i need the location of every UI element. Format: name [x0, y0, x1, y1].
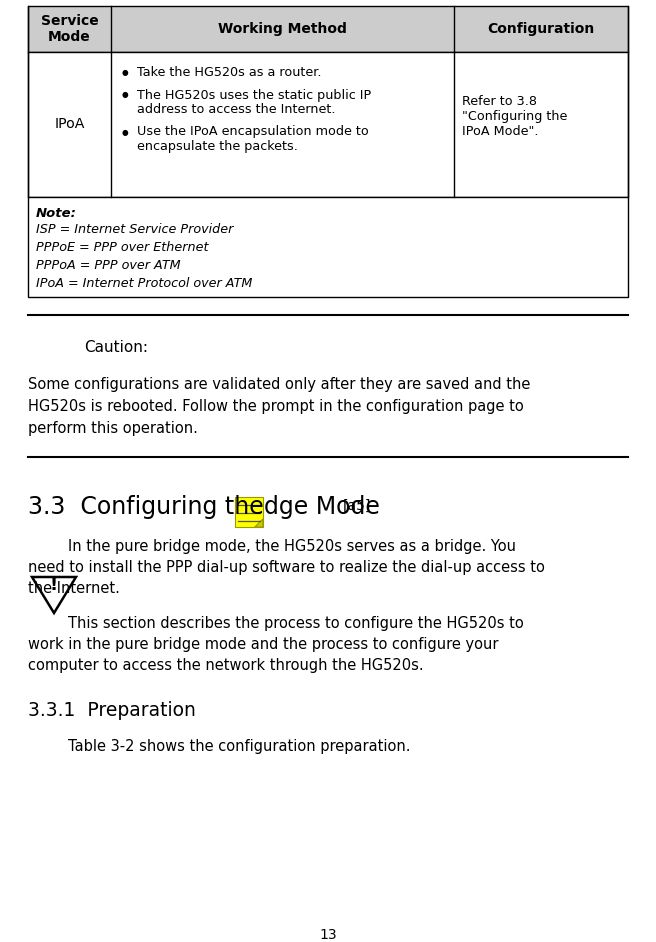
- Text: In the pure bridge mode, the HG520s serves as a bridge. You: In the pure bridge mode, the HG520s serv…: [68, 539, 516, 554]
- Text: the Internet.: the Internet.: [28, 581, 120, 596]
- Text: PPPoA = PPP over ATM: PPPoA = PPP over ATM: [36, 259, 180, 272]
- Text: computer to access the network through the HG520s.: computer to access the network through t…: [28, 658, 424, 673]
- Text: PPPoE = PPP over Ethernet: PPPoE = PPP over Ethernet: [36, 241, 209, 254]
- Text: Note:: Note:: [36, 207, 77, 220]
- Text: HG520s is rebooted. Follow the prompt in the configuration page to: HG520s is rebooted. Follow the prompt in…: [28, 399, 523, 414]
- Text: 3.3  Configuring the: 3.3 Configuring the: [28, 495, 271, 519]
- Bar: [28, 197, 628, 297]
- Bar: [28, 52, 628, 197]
- Bar: [235, 497, 263, 527]
- Text: The HG520s uses the static public IP: The HG520s uses the static public IP: [137, 89, 371, 102]
- Text: work in the pure bridge mode and the process to configure your: work in the pure bridge mode and the pro…: [28, 637, 499, 652]
- Text: IPoA: IPoA: [54, 118, 85, 132]
- Text: Take the HG520s as a router.: Take the HG520s as a router.: [137, 66, 321, 79]
- Text: Working Method: Working Method: [218, 22, 347, 36]
- Text: !: !: [50, 576, 58, 594]
- Text: ●: ●: [121, 68, 128, 77]
- Text: need to install the PPP dial-up software to realize the dial-up access to: need to install the PPP dial-up software…: [28, 560, 545, 575]
- Text: Service
Mode: Service Mode: [41, 14, 98, 44]
- Text: ●: ●: [121, 90, 128, 100]
- Text: This section describes the process to configure the HG520s to: This section describes the process to co…: [68, 616, 523, 631]
- Text: Use the IPoA encapsulation mode to: Use the IPoA encapsulation mode to: [137, 125, 369, 138]
- Text: ISP = Internet Service Provider: ISP = Internet Service Provider: [36, 223, 234, 236]
- Text: 13: 13: [319, 928, 337, 942]
- Text: Configuration: Configuration: [487, 22, 594, 36]
- Text: IPoA = Internet Protocol over ATM: IPoA = Internet Protocol over ATM: [36, 277, 253, 290]
- Text: Table 3-2 shows the configuration preparation.: Table 3-2 shows the configuration prepar…: [68, 739, 411, 754]
- Text: [a5]: [a5]: [342, 499, 371, 513]
- Text: Some configurations are validated only after they are saved and the: Some configurations are validated only a…: [28, 377, 530, 392]
- Bar: [28, 6, 628, 52]
- Polygon shape: [255, 519, 263, 527]
- Text: 3.3.1  Preparation: 3.3.1 Preparation: [28, 701, 196, 720]
- Text: Caution:: Caution:: [84, 339, 148, 354]
- Text: perform this operation.: perform this operation.: [28, 421, 198, 436]
- Text: dge Mode: dge Mode: [264, 495, 380, 519]
- Text: address to access the Internet.: address to access the Internet.: [137, 103, 335, 116]
- Text: Refer to 3.8
"Configuring the
IPoA Mode".: Refer to 3.8 "Configuring the IPoA Mode"…: [462, 95, 567, 138]
- Text: ●: ●: [121, 127, 128, 137]
- Text: encapsulate the packets.: encapsulate the packets.: [137, 140, 298, 153]
